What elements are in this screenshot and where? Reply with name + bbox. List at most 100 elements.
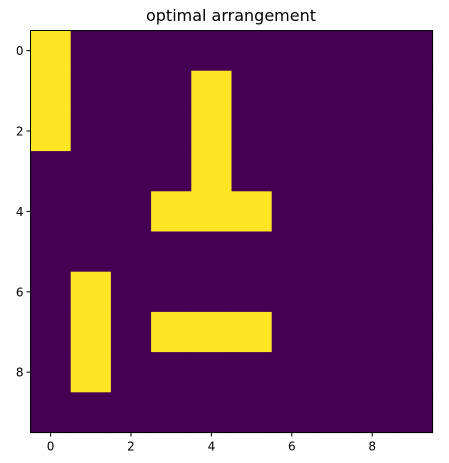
heatmap-cell-r6-c3	[151, 271, 192, 313]
heatmap-cell-r6-c7	[311, 271, 353, 313]
heatmap-cells	[30, 30, 434, 434]
heatmap-cell-r9-c1	[70, 392, 112, 434]
heatmap-cell-r6-c0	[30, 271, 72, 313]
x-tick-label: 2	[127, 440, 135, 454]
heatmap-cell-r8-c8	[352, 352, 393, 393]
heatmap-cell-r5-c9	[392, 231, 434, 273]
heatmap-cell-r5-c1	[70, 231, 112, 273]
heatmap-cell-r8-c9	[392, 352, 434, 393]
heatmap-cell-r2-c2	[110, 110, 152, 152]
x-tick-label: 8	[368, 440, 376, 454]
heatmap-cell-r0-c8	[352, 30, 393, 72]
heatmap-cell-r8-c0	[30, 352, 72, 393]
heatmap-cell-r4-c5	[231, 191, 273, 233]
x-tick-label: 0	[47, 440, 55, 454]
plot-frame	[30, 30, 433, 433]
heatmap-cell-r2-c5	[231, 110, 273, 152]
heatmap-cell-r1-c0	[30, 70, 72, 112]
heatmap-cell-r2-c0	[30, 110, 72, 152]
heatmap-cell-r7-c5	[231, 311, 273, 353]
heatmap-cell-r0-c0	[30, 30, 72, 72]
heatmap-cell-r0-c4	[191, 30, 233, 72]
heatmap-cell-r9-c4	[191, 392, 233, 434]
heatmap-cell-r7-c2	[110, 311, 152, 353]
y-tick-label: 2	[16, 125, 24, 139]
heatmap-cell-r5-c2	[110, 231, 152, 273]
heatmap-cell-r5-c8	[352, 231, 393, 273]
heatmap-cell-r9-c6	[271, 392, 313, 434]
heatmap-cell-r7-c1	[70, 311, 112, 353]
heatmap-cell-r9-c0	[30, 392, 72, 434]
x-tick-label: 4	[208, 440, 216, 454]
heatmap-cell-r4-c1	[70, 191, 112, 233]
heatmap-cell-r6-c2	[110, 271, 152, 313]
heatmap-cell-r5-c0	[30, 231, 72, 273]
heatmap-cell-r1-c2	[110, 70, 152, 112]
heatmap-cell-r0-c6	[271, 30, 313, 72]
heatmap-cell-r9-c8	[352, 392, 393, 434]
heatmap-cell-r7-c4	[191, 311, 233, 353]
heatmap-cell-r8-c5	[231, 352, 273, 393]
heatmap-cell-r0-c2	[110, 30, 152, 72]
heatmap-cell-r0-c3	[151, 30, 192, 72]
heatmap-cell-r3-c7	[311, 151, 353, 192]
heatmap-cell-r8-c1	[70, 352, 112, 393]
heatmap-cell-r4-c6	[271, 191, 313, 233]
heatmap-cell-r7-c7	[311, 311, 353, 353]
heatmap-cell-r7-c6	[271, 311, 313, 353]
heatmap-cell-r7-c3	[151, 311, 192, 353]
heatmap-cell-r8-c7	[311, 352, 353, 393]
heatmap-cell-r9-c7	[311, 392, 353, 434]
heatmap-cell-r4-c8	[352, 191, 393, 233]
heatmap-cell-r3-c8	[352, 151, 393, 192]
heatmap-cell-r1-c8	[352, 70, 393, 112]
heatmap-cell-r2-c9	[392, 110, 434, 152]
y-tick-label: 4	[16, 205, 24, 219]
heatmap-cell-r3-c2	[110, 151, 152, 192]
heatmap-cell-r2-c1	[70, 110, 112, 152]
heatmap-cell-r2-c8	[352, 110, 393, 152]
heatmap-cell-r4-c2	[110, 191, 152, 233]
y-tick-label: 6	[16, 285, 24, 299]
heatmap-cell-r6-c4	[191, 271, 233, 313]
heatmap-cell-r2-c4	[191, 110, 233, 152]
heatmap-cell-r5-c3	[151, 231, 192, 273]
heatmap-cell-r1-c7	[311, 70, 353, 112]
heatmap-cell-r1-c9	[392, 70, 434, 112]
heatmap-cell-r8-c6	[271, 352, 313, 393]
heatmap-cell-r3-c1	[70, 151, 112, 192]
heatmap-cell-r1-c3	[151, 70, 192, 112]
x-axis: 0 2 4 6 8	[47, 432, 376, 454]
heatmap-cell-r1-c5	[231, 70, 273, 112]
heatmap-cell-r9-c3	[151, 392, 192, 434]
heatmap-cell-r1-c6	[271, 70, 313, 112]
heatmap-cell-r1-c4	[191, 70, 233, 112]
heatmap-cell-r8-c2	[110, 352, 152, 393]
heatmap-cell-r6-c5	[231, 271, 273, 313]
heatmap-cell-r7-c8	[352, 311, 393, 353]
y-tick-label: 8	[16, 366, 24, 380]
x-tick-label: 6	[288, 440, 296, 454]
heatmap-cell-r0-c5	[231, 30, 273, 72]
heatmap-cell-r3-c6	[271, 151, 313, 192]
heatmap-cell-r8-c3	[151, 352, 192, 393]
heatmap-cell-r5-c7	[311, 231, 353, 273]
heatmap-cell-r6-c8	[352, 271, 393, 313]
heatmap-cell-r3-c5	[231, 151, 273, 192]
heatmap-cell-r4-c3	[151, 191, 192, 233]
heatmap-cell-r4-c9	[392, 191, 434, 233]
heatmap-cell-r8-c4	[191, 352, 233, 393]
heatmap-cell-r9-c9	[392, 392, 434, 434]
heatmap-cell-r1-c1	[70, 70, 112, 112]
y-axis: 0 2 4 6 8	[16, 44, 31, 380]
heatmap-cell-r2-c7	[311, 110, 353, 152]
heatmap-cell-r3-c9	[392, 151, 434, 192]
heatmap-cell-r0-c7	[311, 30, 353, 72]
heatmap-cell-r9-c2	[110, 392, 152, 434]
chart-title: optimal arrangement	[146, 6, 316, 25]
heatmap-cell-r5-c4	[191, 231, 233, 273]
heatmap-cell-r2-c6	[271, 110, 313, 152]
heatmap-cell-r0-c9	[392, 30, 434, 72]
heatmap-cell-r4-c4	[191, 191, 233, 233]
